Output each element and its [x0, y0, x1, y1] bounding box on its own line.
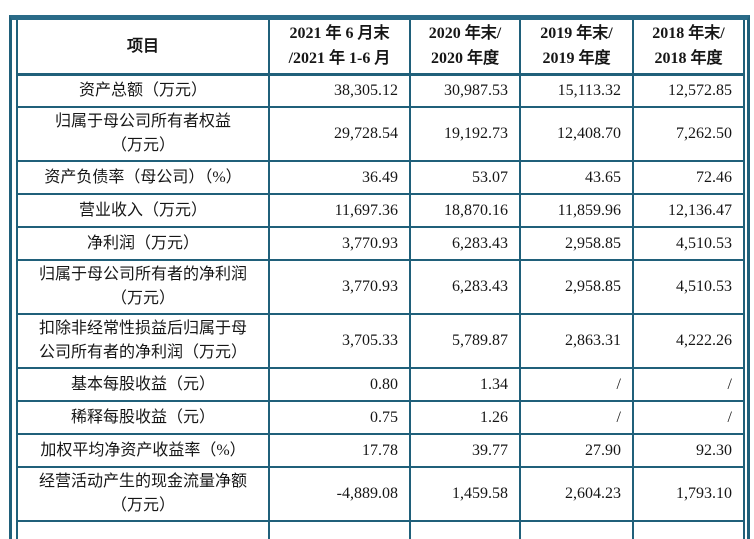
row-label-cell: 加权平均净资产收益率（%）	[16, 433, 270, 468]
value-cell: 30,987.53	[409, 73, 521, 108]
value-cell: -4,889.08	[268, 466, 411, 522]
value-cell: 2,958.85	[519, 259, 634, 315]
value-cell: 11,697.36	[268, 193, 411, 228]
value-cell: 17.78	[268, 433, 411, 468]
value-cell: 15,113.32	[519, 73, 634, 108]
value-cell	[632, 520, 745, 539]
row-label-cell: 归属于母公司所有者的净利润 （万元）	[16, 259, 270, 315]
value-cell: 11,859.96	[519, 193, 634, 228]
row-label-cell: 营业收入（万元）	[16, 193, 270, 228]
table-row: 加权平均净资产收益率（%） 17.78 39.77 27.90 92.30	[16, 433, 745, 468]
value-cell: 5,789.87	[409, 313, 521, 369]
value-cell: 3,770.93	[268, 226, 411, 261]
value-cell: 2,604.23	[519, 466, 634, 522]
value-cell: /	[632, 367, 745, 402]
value-cell: 6,283.43	[409, 259, 521, 315]
value-cell: 7,262.50	[632, 106, 745, 162]
table-row: 扣除非经常性损益后归属于母 公司所有者的净利润（万元） 3,705.33 5,789…	[16, 313, 745, 369]
table-row: 归属于母公司所有者权益 （万元） 29,728.54 19,192.73 12,408…	[16, 106, 745, 162]
row-label-cell: 基本每股收益（元）	[16, 367, 270, 402]
value-cell: 0.80	[268, 367, 411, 402]
value-cell	[268, 520, 411, 539]
table-row: 资产负债率（母公司）（%） 36.49 53.07 43.65 72.46	[16, 160, 745, 195]
value-cell: 12,572.85	[632, 73, 745, 108]
value-cell: 1,459.58	[409, 466, 521, 522]
value-cell: 4,222.26	[632, 313, 745, 369]
value-cell: 4,510.53	[632, 226, 745, 261]
value-cell: 19,192.73	[409, 106, 521, 162]
value-cell: 3,705.33	[268, 313, 411, 369]
row-label-cell: 净利润（万元）	[16, 226, 270, 261]
value-cell: 3,770.93	[268, 259, 411, 315]
row-label-cell: 归属于母公司所有者权益 （万元）	[16, 106, 270, 162]
table-row: 净利润（万元） 3,770.93 6,283.43 2,958.85 4,510.53	[16, 226, 745, 261]
item-column-header: 项目	[16, 20, 270, 76]
value-cell: 43.65	[519, 160, 634, 195]
value-cell: /	[519, 367, 634, 402]
table-row: 稀释每股收益（元） 0.75 1.26//	[16, 400, 745, 435]
table-header: 项目 2021 年 6 月末 /2021 年 1-6 月 2020 年末/ 2020…	[16, 20, 745, 76]
value-cell	[519, 520, 634, 539]
row-label-cell: 稀释每股收益（元）	[16, 400, 270, 435]
table-row: 资产总额（万元） 38,305.12 30,987.53 15,113.32 12,57…	[16, 73, 745, 108]
value-cell: 1.34	[409, 367, 521, 402]
table-row: 营业收入（万元） 11,697.36 18,870.16 11,859.96 12,13…	[16, 193, 745, 228]
period-column-header: 2019 年末/ 2019 年度	[519, 20, 634, 76]
value-cell: 2,863.31	[519, 313, 634, 369]
value-cell: 29,728.54	[268, 106, 411, 162]
value-cell: 38,305.12	[268, 73, 411, 108]
value-cell: 12,136.47	[632, 193, 745, 228]
header-row: 项目 2021 年 6 月末 /2021 年 1-6 月 2020 年末/ 2020…	[16, 20, 745, 76]
value-cell: 36.49	[268, 160, 411, 195]
table-body: 资产总额（万元） 38,305.12 30,987.53 15,113.32 12,57…	[16, 73, 745, 539]
table-row: 经营活动产生的现金流量净额 （万元） -4,889.08 1,459.58 2,604…	[16, 466, 745, 522]
row-label-cell: 资产总额（万元）	[16, 73, 270, 108]
partial-table-row	[16, 520, 745, 539]
financial-summary-table: 项目 2021 年 6 月末 /2021 年 1-6 月 2020 年末/ 2020…	[9, 15, 750, 539]
value-cell: 4,510.53	[632, 259, 745, 315]
data-table: 项目 2021 年 6 月末 /2021 年 1-6 月 2020 年末/ 2020…	[16, 20, 745, 539]
row-label-cell	[16, 520, 270, 539]
value-cell: /	[632, 400, 745, 435]
value-cell: 0.75	[268, 400, 411, 435]
table-row: 归属于母公司所有者的净利润 （万元） 3,770.93 6,283.43 2,958.…	[16, 259, 745, 315]
value-cell: 1.26	[409, 400, 521, 435]
value-cell: 12,408.70	[519, 106, 634, 162]
row-label-cell: 资产负债率（母公司）（%）	[16, 160, 270, 195]
row-label-cell: 经营活动产生的现金流量净额 （万元）	[16, 466, 270, 522]
value-cell: 6,283.43	[409, 226, 521, 261]
value-cell: /	[519, 400, 634, 435]
value-cell: 2,958.85	[519, 226, 634, 261]
period-column-header: 2018 年末/ 2018 年度	[632, 20, 745, 76]
value-cell: 72.46	[632, 160, 745, 195]
value-cell: 27.90	[519, 433, 634, 468]
value-cell: 18,870.16	[409, 193, 521, 228]
value-cell: 39.77	[409, 433, 521, 468]
value-cell: 53.07	[409, 160, 521, 195]
period-column-header: 2021 年 6 月末 /2021 年 1-6 月	[268, 20, 411, 76]
table-row: 基本每股收益（元） 0.80 1.34//	[16, 367, 745, 402]
value-cell: 1,793.10	[632, 466, 745, 522]
value-cell: 92.30	[632, 433, 745, 468]
period-column-header: 2020 年末/ 2020 年度	[409, 20, 521, 76]
value-cell	[409, 520, 521, 539]
row-label-cell: 扣除非经常性损益后归属于母 公司所有者的净利润（万元）	[16, 313, 270, 369]
